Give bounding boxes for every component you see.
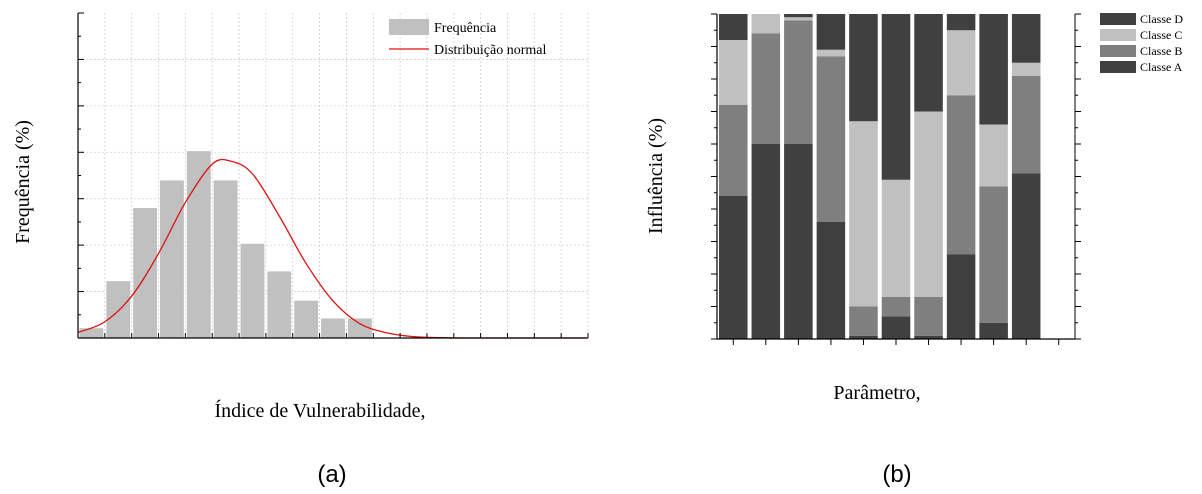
stacked-segment-classe-d [816, 14, 846, 50]
frequency-bar [133, 208, 158, 338]
stacked-segment-classe-d [881, 14, 911, 180]
stacked-bar-panel-b: Classe D Classe C Classe B Classe A Parâmet… [645, 12, 1183, 488]
stacked-segment-classe-a [719, 196, 748, 339]
frequency-bar [294, 300, 319, 338]
stacked-segment-classe-b [784, 20, 813, 144]
stacked-segment-classe-a [946, 254, 976, 339]
stacked-bar-axes [711, 13, 1081, 345]
histogram-legend: Frequência Distribuição normal [389, 19, 546, 58]
legend-swatch-classe-d [1100, 13, 1136, 25]
stacked-segment-classe-d [719, 14, 748, 40]
stacked-segment-classe-b [881, 296, 911, 317]
frequency-bar [321, 318, 345, 338]
stacked-segment-classe-c [979, 124, 1008, 187]
stacked-segment-classe-d [849, 14, 878, 122]
frequency-bar [79, 328, 104, 338]
stacked-segment-classe-d [914, 14, 943, 112]
stacked-segment-classe-b [1011, 75, 1041, 174]
stacked-segment-classe-b [914, 296, 943, 336]
y-axis-label-a: Frequência (%) [12, 120, 34, 244]
stacked-segment-classe-a [1011, 173, 1041, 339]
y-axis-label-b: Influência (%) [645, 118, 667, 234]
x-axis-label-a: Índice de Vulnerabilidade, [214, 399, 425, 422]
frequency-bar [240, 243, 265, 338]
stacked-segment-classe-c [849, 121, 878, 307]
stacked-segment-classe-d [979, 14, 1008, 125]
histogram-axes [77, 12, 589, 339]
stacked-segment-classe-a [881, 316, 911, 339]
legend-label-classe-c: Classe C [1140, 28, 1182, 42]
frequency-bar [186, 151, 211, 338]
legend-swatch-classe-c [1100, 29, 1136, 41]
stacked-segment-classe-b [751, 33, 781, 144]
stacked-segment-classe-b [946, 95, 976, 255]
legend-label-classe-b: Classe B [1140, 44, 1182, 58]
frequency-bar [347, 318, 372, 338]
stacked-bar-legend: Classe D Classe C Classe B Classe A [1100, 12, 1183, 74]
frequency-bar [213, 180, 238, 338]
stacked-segment-classe-b [979, 186, 1008, 323]
panel-label-b: (b) [882, 461, 911, 488]
legend-swatch-classe-a [1100, 61, 1136, 73]
histogram-panel-a: Frequência Distribuição normal Índice de… [12, 12, 589, 488]
legend-swatch-frequencia [389, 19, 429, 35]
stacked-segment-classe-a [816, 222, 846, 339]
stacked-segment-classe-c [784, 17, 813, 21]
stacked-segment-classe-d [784, 14, 813, 18]
stacked-segment-classe-d [1011, 14, 1041, 63]
frequency-bar [267, 271, 292, 338]
legend-label-frequencia: Frequência [434, 21, 497, 36]
x-axis-label-b: Parâmetro, [833, 382, 920, 404]
panel-label-a: (a) [317, 461, 346, 488]
frequency-bar [160, 180, 184, 338]
stacked-segment-classe-c [914, 111, 943, 297]
stacked-segment-classe-d [946, 14, 976, 31]
stacked-segment-classe-a [751, 144, 781, 339]
legend-label-distribuicao-normal: Distribuição normal [434, 43, 546, 58]
stacked-segment-classe-a [979, 322, 1008, 339]
stacked-segment-classe-c [719, 40, 748, 105]
stacked-segment-classe-b [849, 306, 878, 336]
stacked-bars [719, 14, 1041, 339]
legend-label-classe-a: Classe A [1140, 60, 1183, 74]
stacked-segment-classe-b [816, 56, 846, 222]
stacked-segment-classe-b [719, 105, 748, 196]
stacked-segment-classe-c [751, 14, 781, 34]
histogram-bars [79, 151, 372, 338]
frequency-bar [106, 281, 131, 338]
stacked-segment-classe-c [946, 30, 976, 96]
stacked-segment-classe-a [784, 144, 813, 339]
stacked-segment-classe-c [816, 49, 846, 57]
stacked-segment-classe-c [881, 179, 911, 297]
stacked-segment-classe-c [1011, 62, 1041, 76]
stacked-segment-classe-a [849, 335, 878, 339]
stacked-segment-classe-a [914, 335, 943, 339]
legend-swatch-classe-b [1100, 45, 1136, 57]
legend-label-classe-d: Classe D [1140, 12, 1183, 26]
